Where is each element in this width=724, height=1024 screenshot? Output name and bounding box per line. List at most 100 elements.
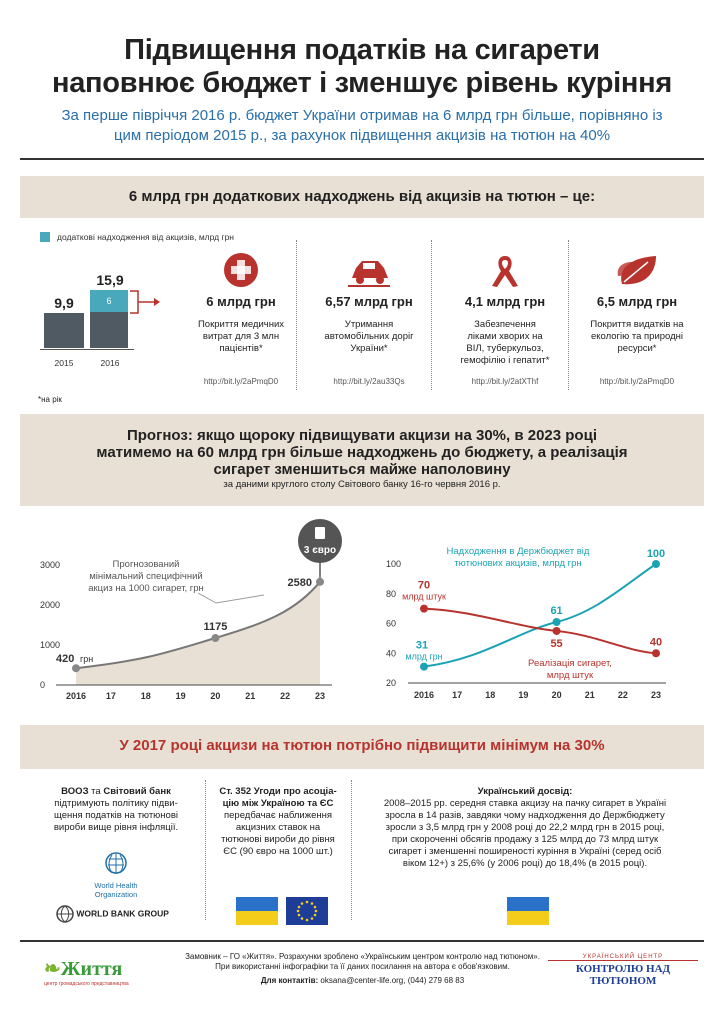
ukraine-experience-text: Український досвід: 2008–2015 рр. середн…: [383, 786, 667, 869]
footer-text: Замовник – ГО «Життя». Розрахунки зробле…: [185, 952, 540, 985]
y-tick-label: 100: [386, 559, 401, 569]
data-label: 100: [647, 548, 665, 560]
bracket-arrow-icon: [130, 290, 160, 314]
data-label: 55: [550, 638, 562, 650]
x-tick-label: 2016: [414, 690, 434, 700]
series-line: [423, 563, 657, 668]
benefit-amount: 4,1 млрд грн: [464, 294, 546, 309]
benefit-desc: Забезпечення ліками хворих на ВІЛ, туберку…: [460, 319, 550, 366]
x-tick-label: 20: [552, 690, 562, 700]
callout-bubble: [298, 519, 342, 563]
data-point: [652, 560, 660, 568]
page-title: Підвищення податків на сигарети наповнює …: [52, 34, 672, 99]
benefit-link[interactable]: http://bit.ly/2atXThf: [471, 377, 539, 386]
section2-title: Прогноз: якщо щороку підвищувати акцизи …: [96, 427, 628, 478]
data-point: [552, 626, 561, 635]
leaf-icon: ❧: [44, 958, 61, 980]
section3-title: У 2017 році акцизи на тютюн потрібно під…: [119, 737, 605, 754]
bar-value-2015: 9,9: [54, 295, 74, 311]
who-worldbank-text: ВООЗ та Світовий банк підтримують політи…: [53, 786, 179, 833]
x-tick-label: 17: [452, 690, 462, 700]
series-name: млрд штук: [547, 670, 594, 681]
chart-title-line: акциз на 1000 сигарет, грн: [88, 583, 204, 594]
x-tick-label: 18: [141, 691, 151, 701]
data-unit: грн: [80, 654, 93, 664]
chart-title-line: Прогнозований: [113, 559, 180, 570]
x-tick-label: 23: [315, 691, 325, 701]
section2-source: за даними круглого столу Світового банку…: [223, 479, 501, 490]
chart-title-line: мінімальний специфічний: [89, 571, 202, 582]
eu-flag: [286, 897, 328, 925]
benefit-medical: 6 млрд грн Покриття медичних витрат для 3…: [176, 252, 306, 386]
area-fill: [76, 581, 320, 685]
bar-year-2015: 2015: [54, 358, 74, 368]
globe-icon: [56, 905, 74, 923]
first-aid-icon: [220, 252, 262, 288]
data-point: [211, 634, 220, 642]
callout-label: 3 євро: [304, 545, 336, 556]
car-icon: [348, 252, 390, 288]
benefit-medicine: 4,1 млрд грн Забезпечення ліками хворих н…: [440, 252, 570, 386]
bar-2016-extra: 6: [90, 290, 128, 312]
data-label: 31: [416, 640, 428, 652]
benefit-ecology: 6,5 млрд грн Покриття видатків на екологі…: [572, 252, 702, 386]
dotted-divider: [351, 780, 352, 920]
benefit-desc: Покриття медичних витрат для 3 млн пацієнт…: [197, 319, 285, 354]
ribbon-icon: [484, 252, 526, 288]
x-tick-label: 22: [618, 690, 628, 700]
section3-band: [20, 725, 704, 769]
benefit-link[interactable]: http://bit.ly/2aPmqD0: [599, 377, 675, 386]
y-tick-label: 60: [386, 619, 396, 629]
series-name: Надходження в Держбюджет від: [447, 546, 590, 557]
x-tick-label: 23: [651, 690, 661, 700]
y-tick-label: 1000: [40, 640, 60, 650]
y-tick-label: 40: [386, 648, 396, 658]
dotted-divider: [431, 240, 432, 390]
data-unit: млрд грн: [405, 652, 442, 662]
x-tick-label: 17: [106, 691, 116, 701]
x-tick-label: 22: [280, 691, 290, 701]
data-point: [652, 649, 660, 658]
page-subtitle: За перше півріччя 2016 р. бюджет України…: [61, 107, 663, 144]
data-point: [420, 604, 428, 613]
bar-2016: [90, 312, 128, 348]
bar-year-2016: 2016: [100, 358, 120, 368]
x-tick-label: 19: [176, 691, 186, 701]
data-unit: млрд штук: [402, 592, 446, 602]
bar-axis: [40, 349, 134, 350]
benefit-desc: Покриття видатків на екологію та природні…: [590, 319, 684, 354]
y-tick-label: 80: [386, 589, 396, 599]
data-label: 1175: [203, 621, 227, 633]
benefit-amount: 6 млрд грн: [206, 294, 276, 309]
series-name: тютюнових акцизів, млрд грн: [454, 558, 581, 569]
y-tick-label: 2000: [40, 600, 60, 610]
section1-title: 6 млрд грн додаткових надходжень від акц…: [128, 188, 596, 205]
x-tick-label: 21: [585, 690, 595, 700]
benefit-desc: Утримання автомобільних доріг України*: [324, 319, 414, 354]
x-tick-label: 21: [245, 691, 255, 701]
footnote: *на рік: [38, 395, 62, 404]
section2-band: [20, 414, 704, 506]
x-tick-label: 19: [518, 690, 528, 700]
benefit-amount: 6,57 млрд грн: [325, 294, 413, 309]
divider: [20, 158, 704, 160]
data-point: [420, 662, 428, 671]
benefit-amount: 6,5 млрд грн: [596, 294, 678, 309]
benefit-link[interactable]: http://bit.ly/2au33Qs: [333, 377, 405, 386]
benefit-roads: 6,57 млрд грн Утримання автомобільних дор…: [304, 252, 434, 386]
legend-swatch: [40, 232, 50, 242]
y-tick-label: 0: [40, 680, 45, 690]
ukraine-flag: [236, 897, 278, 925]
eu-agreement-text: Ст. 352 Угоди про асоціа-цію між Україно…: [219, 786, 337, 857]
bar-value-2016: 15,9: [96, 272, 124, 288]
x-tick-label: 20: [210, 691, 220, 701]
data-label: 70: [418, 580, 430, 592]
data-point: [552, 618, 561, 627]
x-tick-label: 18: [485, 690, 495, 700]
divider: [20, 940, 704, 942]
annotation-leader: [197, 592, 265, 604]
data-label: 61: [550, 605, 562, 617]
y-tick-label: 20: [386, 678, 396, 688]
benefit-link[interactable]: http://bit.ly/2aPmqD0: [203, 377, 279, 386]
dotted-divider: [205, 780, 206, 920]
